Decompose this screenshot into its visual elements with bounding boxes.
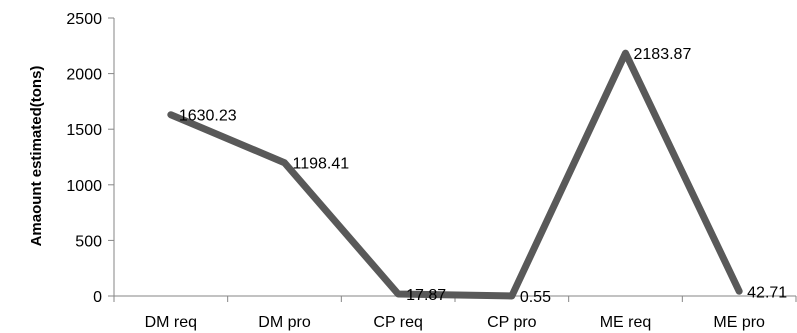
y-tick-label: 1500: [66, 122, 102, 139]
x-tick-label: ME pro: [713, 314, 765, 331]
x-tick-label: DM req: [145, 314, 197, 331]
y-axis: 0 500 1000 1500 2000 2500: [66, 11, 115, 306]
x-tick-label: ME req: [600, 314, 652, 331]
y-tick-label: 0: [93, 289, 102, 306]
data-point: [284, 162, 285, 164]
x-tick-label: CP pro: [487, 314, 537, 331]
data-label: 1630.23: [179, 108, 237, 125]
data-label: 17.87: [406, 287, 446, 304]
data-point: [170, 114, 172, 116]
data-point: [625, 52, 626, 54]
data-point: [397, 293, 399, 295]
y-axis-title: Amaount estimated(tons): [28, 66, 45, 247]
data-point: [738, 290, 740, 292]
y-tick-label: 500: [75, 233, 102, 250]
x-axis: DM req DM pro CP req CP pro ME req ME pro: [113, 295, 797, 331]
data-label: 1198.41: [293, 156, 350, 173]
y-tick-label: 2500: [66, 11, 102, 28]
series-line: [167, 49, 743, 300]
x-tick-label: CP req: [373, 314, 423, 331]
data-label: 2183.87: [634, 46, 692, 63]
data-point: [511, 295, 513, 297]
series: [167, 49, 743, 300]
data-label: 0.55: [520, 289, 551, 306]
data-labels: 1630.23 1198.41 17.87 0.55 2183.87 42.71: [179, 46, 787, 306]
x-tick-label: DM pro: [258, 314, 311, 331]
y-tick-label: 2000: [66, 67, 102, 84]
y-tick-label: 1000: [66, 178, 102, 195]
data-label: 42.71: [747, 284, 787, 301]
